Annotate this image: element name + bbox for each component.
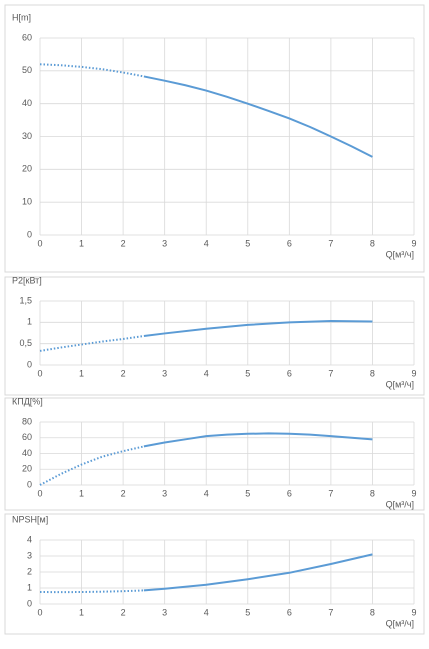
x-tick-label: 6 <box>287 607 292 617</box>
panel <box>4 513 425 635</box>
x-tick-label: 8 <box>370 607 375 617</box>
x-tick-label: 5 <box>245 607 250 617</box>
x-tick-label: 9 <box>411 368 416 378</box>
y-tick-label: 80 <box>22 416 32 426</box>
y-tick-label: 0 <box>27 229 32 239</box>
x-tick-label: 0 <box>37 607 42 617</box>
x-tick-label: 7 <box>328 238 333 248</box>
x-tick-label: 0 <box>37 368 42 378</box>
x-tick-label: 8 <box>370 238 375 248</box>
x-tick-label: 3 <box>162 488 167 498</box>
x-axis-label: Q[м³/ч] <box>386 379 414 389</box>
y-tick-label: 0 <box>27 359 32 369</box>
x-axis-label: Q[м³/ч] <box>386 249 414 259</box>
x-tick-label: 4 <box>204 607 209 617</box>
x-tick-label: 7 <box>328 368 333 378</box>
x-tick-label: 8 <box>370 488 375 498</box>
x-tick-label: 9 <box>411 488 416 498</box>
x-tick-label: 1 <box>79 488 84 498</box>
x-tick-label: 2 <box>121 368 126 378</box>
x-tick-label: 2 <box>121 607 126 617</box>
x-tick-label: 7 <box>328 488 333 498</box>
x-tick-label: 9 <box>411 238 416 248</box>
x-tick-label: 3 <box>162 238 167 248</box>
y-tick-label: 3 <box>27 550 32 560</box>
x-tick-label: 4 <box>204 238 209 248</box>
y-axis-label: NPSH[м] <box>12 514 48 524</box>
x-tick-label: 8 <box>370 368 375 378</box>
x-tick-label: 2 <box>121 238 126 248</box>
x-tick-label: 4 <box>204 488 209 498</box>
curve <box>143 553 373 592</box>
y-axis-label: H[m] <box>12 12 31 22</box>
y-tick-label: 1,5 <box>19 295 32 305</box>
curve <box>39 445 145 486</box>
y-axis-label: КПД[%] <box>12 396 43 406</box>
x-tick-label: 1 <box>79 607 84 617</box>
panel <box>4 4 425 273</box>
y-tick-label: 20 <box>22 164 32 174</box>
curve <box>39 335 145 352</box>
curve <box>143 320 373 337</box>
x-tick-label: 6 <box>287 368 292 378</box>
x-tick-label: 5 <box>245 368 250 378</box>
y-tick-label: 1 <box>27 582 32 592</box>
x-tick-label: 1 <box>79 368 84 378</box>
x-tick-label: 3 <box>162 607 167 617</box>
y-tick-label: 0,5 <box>19 338 32 348</box>
x-tick-label: 7 <box>328 607 333 617</box>
y-tick-label: 0 <box>27 598 32 608</box>
x-tick-label: 0 <box>37 488 42 498</box>
x-axis-label: Q[м³/ч] <box>386 499 414 509</box>
y-tick-label: 40 <box>22 448 32 458</box>
x-tick-label: 9 <box>411 607 416 617</box>
y-tick-label: 50 <box>22 65 32 75</box>
y-tick-label: 4 <box>27 534 32 544</box>
panel <box>4 397 425 511</box>
x-tick-label: 3 <box>162 368 167 378</box>
curve <box>143 75 373 158</box>
y-tick-label: 60 <box>22 32 32 42</box>
x-tick-label: 5 <box>245 238 250 248</box>
y-axis-label: P2[кВт] <box>12 275 42 285</box>
curve <box>143 432 373 448</box>
x-tick-label: 5 <box>245 488 250 498</box>
x-tick-label: 2 <box>121 488 126 498</box>
y-tick-label: 1 <box>27 317 32 327</box>
y-tick-label: 10 <box>22 197 32 207</box>
y-tick-label: 60 <box>22 432 32 442</box>
x-tick-label: 4 <box>204 368 209 378</box>
panel <box>4 276 425 396</box>
y-tick-label: 30 <box>22 131 32 141</box>
y-tick-label: 40 <box>22 98 32 108</box>
x-tick-label: 6 <box>287 238 292 248</box>
y-tick-label: 20 <box>22 464 32 474</box>
x-tick-label: 6 <box>287 488 292 498</box>
y-tick-label: 2 <box>27 566 32 576</box>
x-tick-label: 0 <box>37 238 42 248</box>
x-axis-label: Q[м³/ч] <box>386 618 414 628</box>
x-tick-label: 1 <box>79 238 84 248</box>
y-tick-label: 0 <box>27 479 32 489</box>
